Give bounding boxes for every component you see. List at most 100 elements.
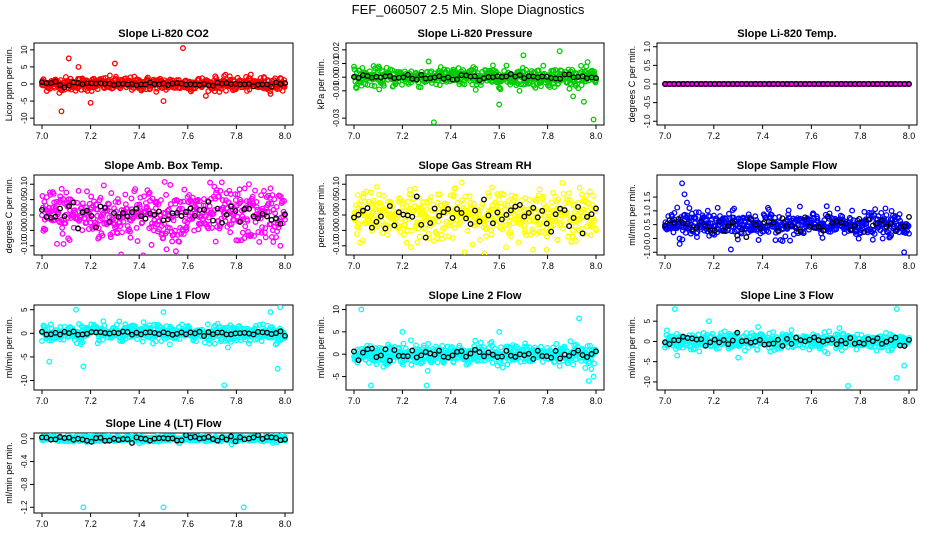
data-point-dark xyxy=(907,215,912,220)
data-point xyxy=(237,187,242,192)
y-axis-label: ml/min per min. xyxy=(627,317,637,379)
y-tick-label: -0.03 xyxy=(332,108,341,127)
data-point-outlier xyxy=(680,181,685,186)
data-point xyxy=(226,345,231,350)
x-tick-label: 7.4 xyxy=(756,261,769,271)
data-point xyxy=(134,226,139,231)
data-point xyxy=(504,245,509,250)
data-point xyxy=(591,194,596,199)
data-point xyxy=(224,89,229,94)
data-point xyxy=(355,193,360,198)
x-tick-label: 7.6 xyxy=(493,131,506,141)
data-point xyxy=(425,369,430,374)
data-point xyxy=(484,234,489,239)
data-point xyxy=(128,235,133,240)
data-point xyxy=(588,189,593,194)
series-points xyxy=(663,307,912,389)
data-point xyxy=(880,236,885,241)
data-point xyxy=(208,180,213,185)
figure-title: FEF_060507 2.5 Min. Slope Diagnostics xyxy=(352,2,585,17)
y-tick-label: -5 xyxy=(20,97,29,105)
data-point xyxy=(459,180,464,185)
x-tick-label: 8.0 xyxy=(279,261,292,271)
data-point xyxy=(835,206,840,211)
data-point xyxy=(544,248,549,253)
data-point xyxy=(592,361,597,366)
y-tick-label: 0 xyxy=(332,351,341,356)
x-tick-label: 7.8 xyxy=(854,131,867,141)
data-point-dark xyxy=(567,224,572,229)
x-tick-label: 7.6 xyxy=(493,396,506,406)
x-tick-label: 8.0 xyxy=(903,131,916,141)
data-point-dark xyxy=(211,218,216,223)
x-tick-label: 7.4 xyxy=(445,261,458,271)
data-point xyxy=(554,342,559,347)
x-tick-label: 7.8 xyxy=(541,131,554,141)
x-tick-label: 8.0 xyxy=(903,261,916,271)
data-point-outlier xyxy=(557,49,562,54)
data-point xyxy=(531,247,536,252)
data-point-outlier xyxy=(275,366,280,371)
data-point xyxy=(170,239,175,244)
data-point-outlier xyxy=(591,117,596,122)
y-axis-label: ml/min per min. xyxy=(4,317,14,379)
x-tick-label: 8.0 xyxy=(279,131,292,141)
data-point xyxy=(788,238,793,243)
data-point xyxy=(272,197,277,202)
y-tick-label: -0.5 xyxy=(643,95,652,109)
panel-title: Slope Line 1 Flow xyxy=(117,290,210,302)
data-point xyxy=(850,208,855,213)
data-point-outlier xyxy=(497,330,502,335)
data-point xyxy=(129,196,134,201)
data-point xyxy=(798,204,803,209)
data-point xyxy=(697,349,702,354)
data-point xyxy=(274,205,279,210)
data-point xyxy=(585,60,590,65)
data-point xyxy=(380,231,385,236)
data-point xyxy=(76,189,81,194)
data-point xyxy=(168,183,173,188)
data-point xyxy=(271,240,276,245)
x-tick-label: 7.4 xyxy=(756,396,769,406)
data-point xyxy=(491,63,496,68)
data-point xyxy=(253,188,258,193)
x-tick-label: 7.0 xyxy=(348,261,361,271)
y-tick-label: -10 xyxy=(20,112,29,124)
y-tick-label: -10 xyxy=(20,374,29,386)
data-point xyxy=(385,233,390,238)
data-point xyxy=(579,63,584,68)
x-tick-label: 7.4 xyxy=(133,261,146,271)
x-tick-label: 7.8 xyxy=(854,261,867,271)
data-point xyxy=(85,189,90,194)
data-point xyxy=(824,204,829,209)
data-point xyxy=(426,59,431,64)
data-point-outlier xyxy=(268,310,273,315)
x-tick-label: 7.8 xyxy=(541,396,554,406)
y-tick-label: 0.5 xyxy=(643,59,652,71)
data-point xyxy=(675,205,680,210)
data-point xyxy=(516,240,521,245)
x-tick-label: 7.0 xyxy=(36,261,49,271)
y-tick-label: -5 xyxy=(20,353,29,361)
y-tick-label: -1.0 xyxy=(643,245,652,259)
series-points xyxy=(40,46,288,114)
data-point xyxy=(436,219,441,224)
data-point xyxy=(573,224,578,229)
x-tick-label: 8.0 xyxy=(590,131,603,141)
data-point xyxy=(242,186,247,191)
data-point-dark xyxy=(365,206,370,211)
data-point xyxy=(415,240,420,245)
x-tick-label: 7.2 xyxy=(84,396,97,406)
data-point xyxy=(500,365,505,370)
panel-title: Slope Line 2 Flow xyxy=(429,290,522,302)
x-tick-label: 7.6 xyxy=(805,396,818,406)
data-point xyxy=(259,339,264,344)
x-tick-label: 7.2 xyxy=(708,261,721,271)
data-point xyxy=(400,82,405,87)
x-tick-label: 7.2 xyxy=(708,131,721,141)
data-point xyxy=(174,249,179,254)
data-point-outlier xyxy=(59,109,64,114)
data-point xyxy=(401,341,406,346)
